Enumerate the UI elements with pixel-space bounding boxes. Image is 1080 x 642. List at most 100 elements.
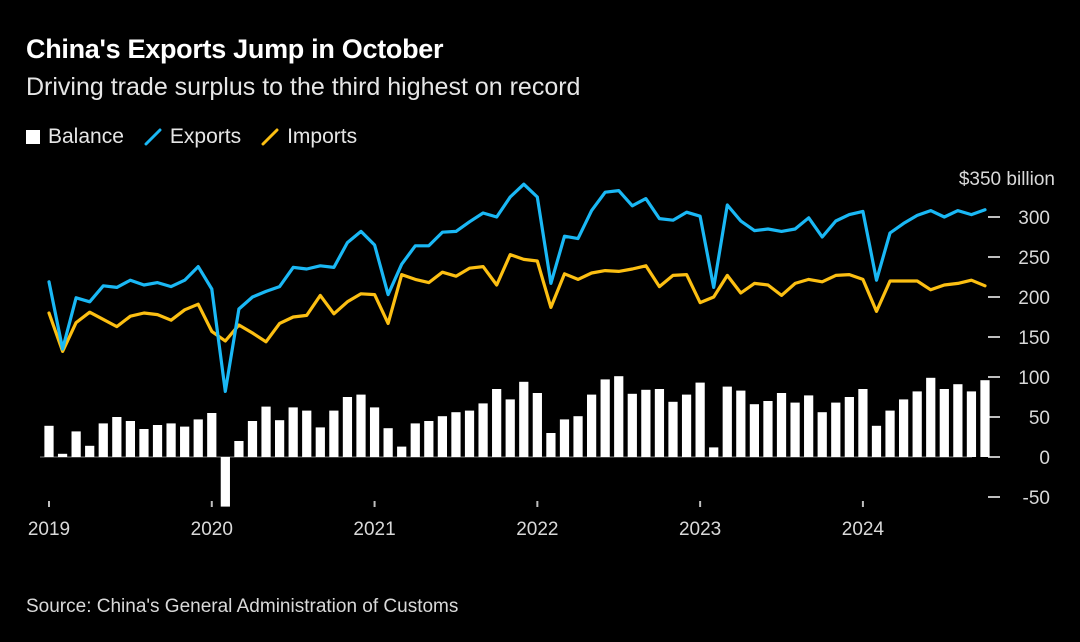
- balance-bar: [98, 423, 108, 457]
- balance-bar: [831, 402, 841, 457]
- balance-bar: [519, 381, 529, 457]
- balance-bar: [44, 425, 54, 457]
- balance-bar: [559, 419, 570, 457]
- balance-bar: [695, 382, 705, 457]
- y-tick-label: -50: [1023, 488, 1050, 509]
- legend-item-imports: Imports: [261, 125, 357, 149]
- source-note: Source: China's General Administration o…: [26, 596, 459, 617]
- chart-legend: Balance Exports Imports: [26, 124, 377, 150]
- x-tick-label: 2019: [28, 519, 70, 540]
- x-tick-label: 2022: [516, 519, 558, 540]
- balance-bar: [790, 402, 800, 457]
- balance-bar: [885, 410, 895, 457]
- balance-bar: [573, 416, 583, 457]
- balance-bar: [492, 389, 502, 457]
- balance-bar: [641, 389, 651, 457]
- legend-label-imports: Imports: [287, 125, 358, 148]
- balance-bar: [85, 445, 95, 457]
- balance-bar: [844, 397, 854, 457]
- balance-bar: [858, 389, 868, 457]
- y-tick-label: 200: [1018, 288, 1050, 309]
- balance-bar: [668, 401, 678, 457]
- balance-bar: [478, 403, 488, 457]
- balance-swatch-icon: [26, 130, 40, 144]
- y-tick-label: 50: [1029, 408, 1050, 429]
- balance-bar: [302, 410, 312, 457]
- y-tick-label: 300: [1018, 208, 1050, 229]
- balance-bar: [166, 423, 176, 457]
- exports-line: [47, 182, 987, 393]
- legend-label-exports: Exports: [169, 125, 242, 148]
- balance-bar: [600, 379, 610, 457]
- balance-bar: [586, 394, 597, 457]
- balance-bar: [953, 384, 963, 457]
- y-unit-label: $350 billion: [959, 169, 1055, 190]
- balance-bar: [207, 413, 217, 457]
- balance-bar: [112, 417, 122, 457]
- balance-bar: [315, 427, 325, 457]
- balance-bar: [654, 389, 665, 457]
- chart-subtitle: Driving trade surplus to the third highe…: [26, 73, 581, 101]
- y-tick-label: 100: [1018, 368, 1050, 389]
- balance-bar: [71, 431, 81, 457]
- y-tick-label: 150: [1018, 328, 1050, 349]
- balance-bar: [274, 420, 285, 457]
- balance-bar: [329, 410, 339, 457]
- balance-bar: [410, 423, 420, 457]
- balance-bar: [125, 421, 136, 457]
- balance-bar: [369, 407, 380, 457]
- balance-bar: [912, 391, 922, 457]
- balance-bar: [261, 406, 271, 457]
- balance-bar: [681, 394, 692, 457]
- balance-bar: [776, 393, 787, 457]
- balance-bar: [180, 426, 190, 457]
- legend-item-balance: Balance: [26, 125, 124, 149]
- balance-bar: [817, 412, 827, 457]
- balance-bar: [139, 429, 149, 457]
- imports-line-icon: [261, 128, 279, 146]
- balance-bar: [57, 453, 68, 457]
- balance-bar: [939, 389, 949, 457]
- balance-bar: [220, 457, 230, 507]
- balance-bar: [383, 428, 393, 457]
- balance-bar: [356, 394, 366, 457]
- balance-bar: [152, 425, 163, 457]
- chart-title: China's Exports Jump in October: [26, 34, 444, 64]
- balance-bar: [546, 433, 556, 457]
- x-tick-label: 2020: [191, 519, 233, 540]
- y-tick-label: 250: [1018, 248, 1050, 269]
- balance-bar: [763, 401, 773, 457]
- x-tick-label: 2021: [353, 519, 395, 540]
- balance-bar: [736, 390, 746, 457]
- balance-bar: [505, 399, 515, 457]
- legend-label-balance: Balance: [48, 125, 124, 148]
- balance-bar: [926, 377, 936, 457]
- balance-bar: [898, 399, 909, 457]
- balance-bar: [424, 421, 434, 457]
- y-tick-label: 0: [1039, 448, 1050, 469]
- balance-bar: [980, 380, 990, 457]
- balance-bar: [397, 446, 407, 457]
- balance-bar: [342, 397, 353, 457]
- balance-bar: [532, 393, 542, 457]
- balance-bar: [247, 421, 258, 457]
- balance-bar: [709, 447, 719, 457]
- legend-item-exports: Exports: [144, 125, 241, 149]
- balance-bar: [871, 425, 882, 457]
- x-tick-label: 2024: [842, 519, 885, 540]
- balance-bar: [193, 419, 203, 457]
- balance-bar: [437, 416, 448, 457]
- balance-bar: [749, 404, 760, 457]
- balance-bar: [627, 393, 637, 457]
- balance-bar: [722, 386, 732, 457]
- balance-bar: [234, 441, 244, 457]
- imports-line: [47, 253, 987, 353]
- balance-bar: [288, 407, 298, 457]
- balance-bar: [804, 395, 814, 457]
- balance-bar: [464, 410, 475, 457]
- balance-bar: [451, 412, 461, 457]
- exports-line-icon: [144, 128, 162, 146]
- balance-bar: [614, 376, 624, 457]
- x-tick-label: 2023: [679, 519, 721, 540]
